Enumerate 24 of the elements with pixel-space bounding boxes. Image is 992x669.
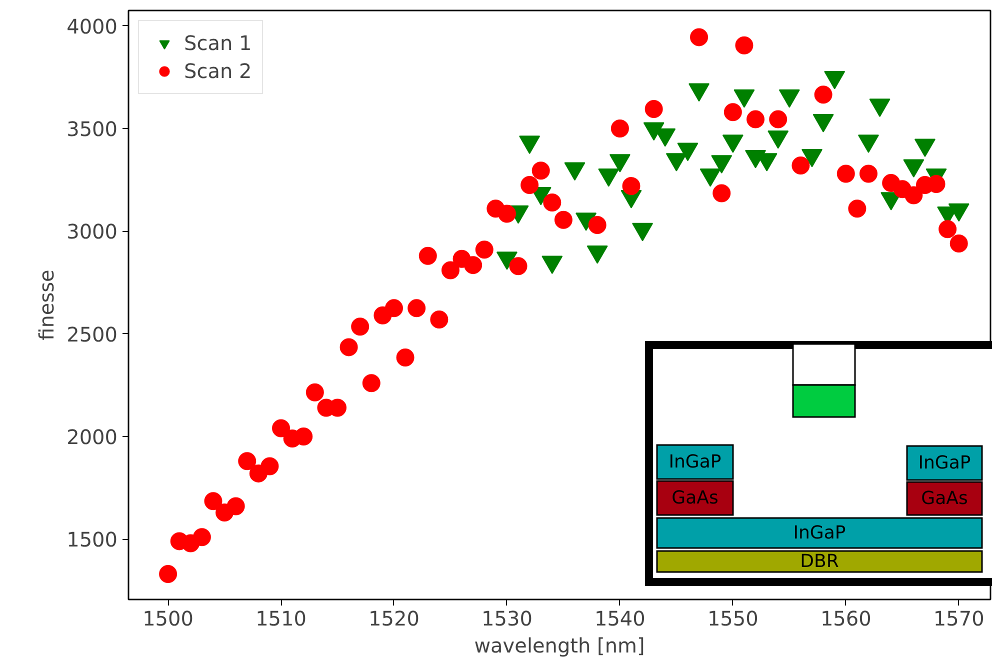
legend-label: Scan 2 (184, 59, 252, 83)
x-tick-label: 1570 (933, 606, 984, 630)
y-tick-label: 1500 (66, 528, 118, 552)
x-tick-label: 1530 (482, 606, 532, 630)
x-tick-label: 1540 (594, 606, 646, 630)
y-axis-title: finesse (34, 270, 59, 340)
annotation: InGaP (793, 522, 846, 544)
x-tick-label: 1560 (820, 606, 872, 630)
annotation: InGaP (668, 452, 722, 472)
y-tick-label: 2000 (66, 424, 118, 449)
y-tick-label: 3500 (66, 117, 118, 142)
x-tick-label: 1510 (256, 606, 306, 630)
annotation: GaAs (672, 488, 718, 508)
y-tick-label: 2500 (66, 322, 118, 346)
annotation: InGaP (918, 452, 971, 474)
annotation: GaAs (921, 488, 968, 509)
x-axis-title: wavelength [nm] (474, 634, 645, 658)
x-tick-label: 1550 (707, 606, 758, 630)
annotation: DBR (800, 551, 839, 572)
y-tick-label: 3000 (66, 220, 118, 244)
x-tick-label: 1520 (368, 606, 420, 630)
x-tick-label: 1500 (142, 606, 194, 630)
legend-label: Scan 1 (184, 31, 252, 55)
y-tick-label: 4000 (66, 14, 118, 38)
